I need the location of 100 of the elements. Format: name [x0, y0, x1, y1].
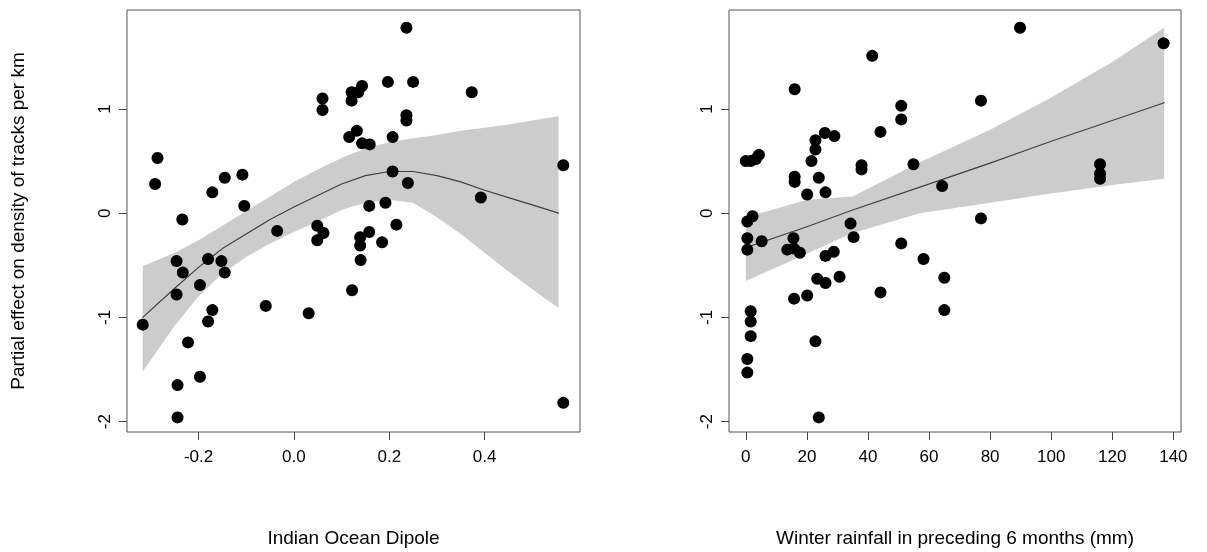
- y-axis-title: Partial effect on density of tracks per km: [7, 52, 28, 390]
- point: [895, 99, 908, 112]
- point: [917, 253, 930, 266]
- point: [206, 186, 219, 199]
- point: [741, 366, 754, 379]
- point: [788, 292, 801, 305]
- point: [218, 266, 231, 279]
- point: [376, 236, 389, 249]
- point: [557, 396, 570, 409]
- point: [363, 225, 376, 238]
- point: [149, 178, 162, 191]
- y-tick-label: -2: [697, 414, 716, 430]
- point: [744, 315, 757, 328]
- point: [1014, 21, 1027, 34]
- x-tick-label: 40: [858, 447, 878, 466]
- x-tick-label: 100: [1037, 447, 1066, 466]
- point: [193, 370, 206, 383]
- point: [874, 125, 887, 138]
- point: [407, 75, 420, 88]
- point: [350, 124, 363, 137]
- point: [381, 75, 394, 88]
- point: [474, 191, 487, 204]
- point: [741, 215, 754, 228]
- point: [171, 411, 184, 424]
- point: [818, 126, 831, 139]
- point: [793, 246, 806, 259]
- point: [202, 253, 215, 266]
- y-tick-label: 1: [697, 104, 716, 114]
- y-tick-label: -2: [95, 414, 114, 430]
- point: [176, 213, 189, 226]
- point: [206, 304, 219, 317]
- point: [182, 336, 195, 349]
- point: [170, 288, 183, 301]
- point: [847, 231, 860, 244]
- point: [833, 270, 846, 283]
- point: [866, 49, 879, 62]
- point: [895, 113, 908, 126]
- point: [557, 159, 570, 172]
- point: [812, 171, 825, 184]
- point: [744, 330, 757, 343]
- point: [828, 130, 841, 143]
- point: [974, 212, 987, 225]
- x-tick-label: 80: [980, 447, 1000, 466]
- point: [316, 104, 329, 117]
- x-tick-label: -0.2: [183, 447, 214, 466]
- point: [1157, 37, 1170, 50]
- y-tick-label: 1: [95, 104, 114, 114]
- point: [819, 277, 832, 289]
- x-tick-label: 120: [1098, 447, 1127, 466]
- point: [744, 305, 757, 318]
- point: [805, 155, 818, 168]
- point: [354, 254, 367, 267]
- point: [819, 186, 832, 199]
- point: [936, 180, 949, 193]
- point: [938, 304, 951, 317]
- point: [317, 226, 330, 239]
- y-tick-label: -1: [697, 309, 716, 325]
- point: [259, 299, 272, 312]
- point: [193, 279, 206, 292]
- point: [236, 168, 249, 181]
- x-tick-label: 20: [797, 447, 817, 466]
- y-tick-label: 0: [95, 208, 114, 218]
- point: [741, 353, 754, 366]
- point: [787, 232, 800, 245]
- point: [741, 232, 754, 245]
- point: [238, 199, 251, 212]
- point: [386, 165, 399, 178]
- point: [202, 315, 215, 328]
- point: [171, 379, 184, 392]
- point: [907, 158, 920, 171]
- point: [465, 86, 478, 99]
- point: [874, 286, 887, 299]
- point: [215, 255, 228, 268]
- point: [343, 131, 356, 144]
- point: [938, 271, 951, 284]
- x-tick-label: 60: [919, 447, 939, 466]
- point: [812, 411, 825, 424]
- point: [844, 217, 857, 230]
- point: [809, 335, 822, 348]
- point: [136, 318, 149, 331]
- point: [401, 176, 414, 189]
- y-tick-label: 0: [697, 208, 716, 218]
- point: [386, 131, 399, 144]
- point: [801, 188, 814, 201]
- x-tick-label: 0.0: [282, 447, 306, 466]
- x-tick-label: 0.2: [377, 447, 402, 466]
- point: [176, 266, 189, 279]
- point: [741, 243, 754, 256]
- point: [151, 151, 164, 164]
- point: [801, 289, 814, 302]
- x-axis-title: Winter rainfall in preceding 6 months (mm): [776, 527, 1134, 548]
- point: [271, 224, 284, 237]
- x-tick-label: 0: [741, 447, 751, 466]
- point: [218, 171, 231, 184]
- point: [974, 94, 987, 107]
- point: [400, 21, 413, 34]
- point: [346, 284, 359, 297]
- point: [827, 245, 840, 258]
- point: [363, 199, 376, 212]
- point: [788, 83, 801, 96]
